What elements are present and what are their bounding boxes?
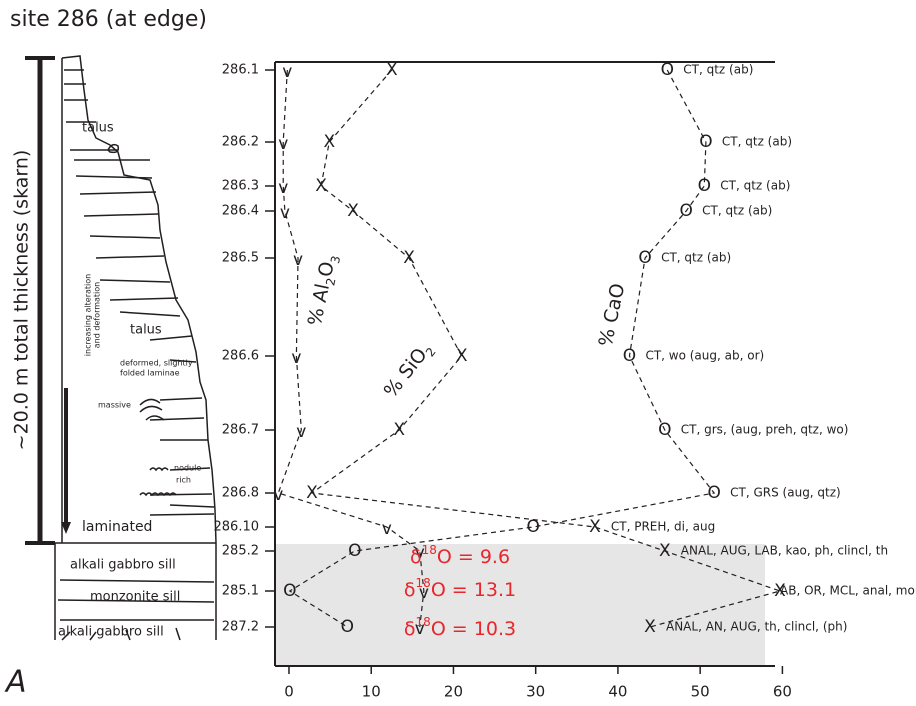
point-annotation: CT, grs, (aug, preh, qtz, wo) bbox=[681, 423, 849, 437]
unit-label: monzonite sill bbox=[90, 590, 180, 605]
marker: O bbox=[283, 581, 296, 601]
x-tick-label: 50 bbox=[691, 683, 710, 701]
marker: X bbox=[403, 248, 415, 268]
y-tick-label: 286.2 bbox=[222, 135, 259, 150]
isotope-prefix: δ bbox=[404, 579, 416, 601]
cliff-sketch bbox=[55, 56, 216, 640]
marker: O bbox=[707, 483, 720, 503]
x-tick-label: 40 bbox=[608, 683, 627, 701]
series-label: % CaO bbox=[594, 281, 629, 348]
marker: v bbox=[282, 62, 292, 82]
series-label: % Al2O3 bbox=[303, 252, 343, 328]
marker: X bbox=[347, 201, 359, 221]
y-tick-label: 286.6 bbox=[222, 349, 259, 364]
y-tick-label: 286.10 bbox=[214, 520, 260, 535]
point-annotation: CT, qtz (ab) bbox=[683, 63, 753, 77]
marker: X bbox=[393, 420, 405, 440]
unit-label: alkali gabbro sill bbox=[70, 558, 176, 573]
marker: X bbox=[386, 60, 398, 80]
unit-label: rich bbox=[176, 476, 191, 485]
unit-label: alkali gabbro sill bbox=[58, 625, 164, 640]
marker: v bbox=[296, 422, 306, 442]
trend-label: increasing alteration bbox=[84, 274, 93, 356]
point-annotation: CT, GRS (aug, qtz) bbox=[730, 486, 841, 500]
isotope-sup: 18 bbox=[416, 615, 431, 629]
y-tick-label: 286.7 bbox=[222, 423, 259, 438]
marker: O bbox=[661, 60, 674, 80]
isotope-text: O = 9.6 bbox=[437, 546, 510, 568]
isotope-sup: 18 bbox=[422, 543, 437, 557]
figure: site 286 (at edge) A ~20.0 m total thick… bbox=[0, 0, 916, 706]
marker: v bbox=[293, 250, 303, 270]
isotope-prefix: δ bbox=[404, 618, 416, 640]
marker: X bbox=[306, 483, 318, 503]
point-annotation: ANAL, AUG, LAB, kao, ph, clincl, th bbox=[681, 544, 888, 558]
marker: O bbox=[623, 346, 636, 366]
marker: v bbox=[382, 519, 392, 539]
marker: O bbox=[527, 517, 540, 537]
marker: O bbox=[341, 617, 354, 637]
unit-label: folded laminae bbox=[120, 369, 180, 378]
marker: X bbox=[315, 176, 327, 196]
marker: X bbox=[644, 617, 656, 637]
y-tick-label: 286.3 bbox=[222, 179, 259, 194]
panel-label: A bbox=[4, 665, 27, 700]
marker: X bbox=[456, 346, 468, 366]
marker: O bbox=[698, 176, 711, 196]
marker: O bbox=[348, 541, 361, 561]
thickness-label: ~20.0 m total thickness (skarn) bbox=[11, 150, 33, 451]
point-annotation: CT, qtz (ab) bbox=[702, 204, 772, 218]
marker: O bbox=[699, 132, 712, 152]
unit-label: deformed, slightly bbox=[120, 359, 193, 368]
marker: v bbox=[278, 134, 288, 154]
marker: v bbox=[280, 203, 290, 223]
point-annotation: CT, qtz (ab) bbox=[720, 179, 790, 193]
trend-label: and deformation bbox=[93, 282, 102, 348]
unit-label: talus bbox=[130, 323, 162, 338]
isotope-text: O = 10.3 bbox=[431, 618, 516, 640]
marker: v bbox=[291, 348, 301, 368]
marker: X bbox=[589, 517, 601, 537]
y-tick-label: 286.4 bbox=[222, 204, 259, 219]
unit-label: laminated bbox=[82, 519, 152, 535]
marker: X bbox=[659, 541, 671, 561]
x-tick-label: 20 bbox=[444, 683, 463, 701]
y-tick-label: 286.1 bbox=[222, 63, 259, 78]
point-annotation: CT, wo (aug, ab, or) bbox=[645, 349, 764, 363]
point-annotation: CT, PREH, di, aug bbox=[611, 520, 715, 534]
x-tick-label: 30 bbox=[526, 683, 545, 701]
marker: O bbox=[658, 420, 671, 440]
y-tick-label: 286.5 bbox=[222, 251, 259, 266]
point-annotation: CT, qtz (ab) bbox=[661, 251, 731, 265]
y-tick-label: 287.2 bbox=[222, 620, 259, 635]
sill-band bbox=[275, 544, 765, 666]
marker: v bbox=[278, 178, 288, 198]
point-annotation: CT, qtz (ab) bbox=[722, 135, 792, 149]
marker: O bbox=[679, 201, 692, 221]
unit-label: massive bbox=[98, 401, 131, 410]
y-tick-label: 285.1 bbox=[222, 584, 259, 599]
marker: v bbox=[273, 485, 283, 505]
y-tick-label: 285.2 bbox=[222, 544, 259, 559]
isotope-sup: 18 bbox=[416, 576, 431, 590]
point-annotation: AB, OR, MCL, anal, mont bbox=[780, 584, 916, 598]
isotope-text: O = 13.1 bbox=[431, 579, 516, 601]
unit-label: talus bbox=[82, 121, 114, 136]
unit-label: nodule bbox=[174, 464, 201, 473]
marker: X bbox=[323, 132, 335, 152]
point-annotation: ANAL, AN, AUG, th, clincl, (ph) bbox=[666, 620, 847, 634]
y-tick-label: 286.8 bbox=[222, 486, 259, 501]
x-tick-label: 10 bbox=[362, 683, 381, 701]
x-tick-label: 0 bbox=[284, 683, 294, 701]
chart-title: site 286 (at edge) bbox=[10, 7, 207, 32]
isotope-prefix: δ bbox=[410, 546, 422, 568]
x-tick-label: 60 bbox=[773, 683, 792, 701]
marker: O bbox=[638, 248, 651, 268]
